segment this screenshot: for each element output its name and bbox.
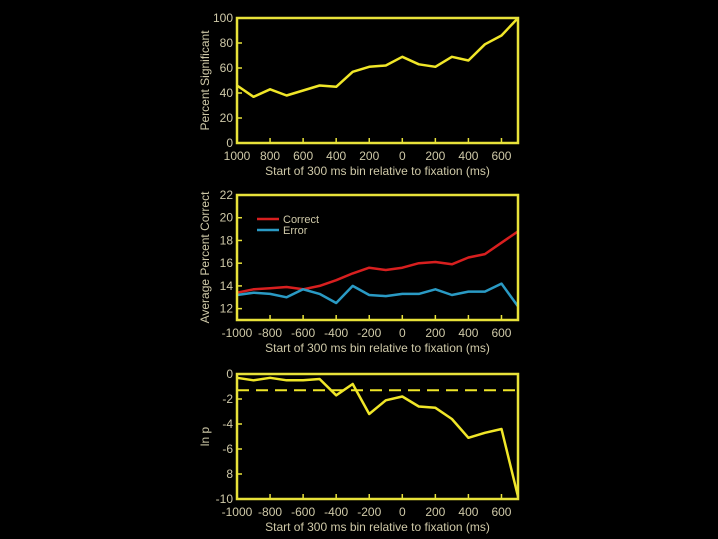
- x-tick-label: 1000: [224, 149, 251, 163]
- x-axis-label: Start of 300 ms bin relative to fixation…: [265, 520, 490, 534]
- y-tick-label: 80: [220, 36, 234, 50]
- x-axis-label: Start of 300 ms bin relative to fixation…: [265, 164, 490, 178]
- x-tick-label: 0: [399, 505, 406, 519]
- x-tick-label: -600: [291, 505, 315, 519]
- x-tick-label: 200: [425, 326, 445, 340]
- x-tick-label: 400: [326, 149, 346, 163]
- x-tick-label: 400: [458, 505, 478, 519]
- x-axis-label: Start of 300 ms bin relative to fixation…: [265, 341, 490, 355]
- x-tick-label: -200: [357, 505, 381, 519]
- x-tick-label: 200: [425, 149, 445, 163]
- y-tick-label: 18: [220, 233, 234, 247]
- x-tick-label: 600: [293, 149, 313, 163]
- plot-frame: [235, 16, 520, 145]
- series-line-1: [236, 17, 519, 99]
- x-tick-label: -200: [357, 326, 381, 340]
- plot-frame: [235, 193, 520, 322]
- y-tick-label: -2: [222, 392, 233, 406]
- y-tick-label: 100: [213, 11, 233, 25]
- plot-frame: [235, 372, 520, 501]
- y-tick-label: 14: [220, 279, 234, 293]
- y-tick-label: 0: [226, 367, 233, 381]
- x-tick-label: 600: [491, 326, 511, 340]
- y-axis-label: Percent Significant: [198, 30, 212, 131]
- x-tick-label: 400: [458, 149, 478, 163]
- y-tick-label: 8: [226, 467, 233, 481]
- y-tick-label: 20: [220, 211, 234, 225]
- x-tick-label: -1000: [222, 326, 253, 340]
- y-tick-label: 60: [220, 61, 234, 75]
- x-tick-label: 600: [491, 505, 511, 519]
- x-tick-label: 400: [458, 326, 478, 340]
- x-tick-label: -600: [291, 326, 315, 340]
- y-axis-label: ln p: [198, 427, 212, 447]
- x-tick-label: 200: [359, 149, 379, 163]
- series-line-1: [236, 376, 520, 497]
- x-tick-label: 800: [260, 149, 280, 163]
- y-axis-label: Average Percent Correct: [198, 191, 212, 324]
- y-tick-label: 22: [220, 188, 234, 202]
- y-tick-label: -4: [222, 417, 233, 431]
- y-tick-label: -10: [216, 492, 234, 506]
- legend-label-error: Error: [283, 225, 308, 237]
- x-tick-label: -1000: [222, 505, 253, 519]
- y-tick-label: 20: [220, 111, 234, 125]
- y-tick-label: 40: [220, 86, 234, 100]
- y-tick-label: 16: [220, 256, 234, 270]
- y-tick-label: -6: [222, 442, 233, 456]
- y-tick-label: 0: [226, 136, 233, 150]
- series-line-correct: [236, 230, 519, 294]
- chart-panel-3: -10 8 -6 -4 -2 0 -1000 -800 -600 -400 -200 0 200 400 6…: [198, 367, 520, 534]
- x-tick-label: 200: [425, 505, 445, 519]
- y-tick-label: 12: [220, 302, 234, 316]
- chart-panel-2: 12 14 16 18 20 22 -1000 -800 -600 -400 -200 0 200 400…: [198, 188, 520, 355]
- x-tick-label: -800: [258, 505, 282, 519]
- x-tick-label: 0: [399, 326, 406, 340]
- chart-panel-1: 0 20 40 60 80 100 1000 800 600 400 200 0 200 400 600St…: [198, 11, 520, 178]
- x-tick-label: 600: [491, 149, 511, 163]
- x-tick-label: -400: [324, 326, 348, 340]
- x-tick-label: 0: [399, 149, 406, 163]
- series-line-error: [236, 282, 520, 308]
- x-tick-label: -400: [324, 505, 348, 519]
- legend-label-correct: Correct: [283, 214, 319, 226]
- x-tick-label: -800: [258, 326, 282, 340]
